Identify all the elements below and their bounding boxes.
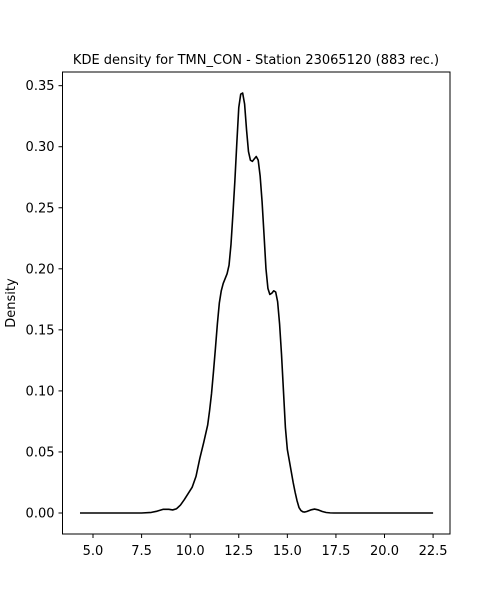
y-tick-label: 0.30 <box>26 140 55 155</box>
y-axis: 0.00 0.05 0.10 0.15 0.20 0.25 0.30 0.35 <box>26 79 63 522</box>
x-tick-label: 5.0 <box>83 544 104 559</box>
x-tick-label: 20.0 <box>370 544 399 559</box>
plot-area-frame <box>62 71 451 535</box>
y-tick-label: 0.00 <box>26 507 55 522</box>
x-axis: 5.0 7.5 10.0 12.5 15.0 17.5 20.0 22.5 <box>83 534 448 559</box>
density-curve <box>79 92 434 514</box>
y-axis-label: Density <box>4 278 19 328</box>
x-tick-label: 22.5 <box>419 544 448 559</box>
chart-title: KDE density for TMN_CON - Station 230651… <box>73 53 439 68</box>
y-tick-label: 0.20 <box>26 262 55 277</box>
y-tick-label: 0.35 <box>26 79 55 94</box>
y-tick-label: 0.25 <box>26 201 55 216</box>
x-tick-label: 12.5 <box>224 544 253 559</box>
x-tick-label: 10.0 <box>176 544 205 559</box>
x-tick-label: 15.0 <box>273 544 302 559</box>
x-tick-label: 17.5 <box>321 544 350 559</box>
y-tick-label: 0.05 <box>26 445 55 460</box>
x-tick-label: 7.5 <box>131 544 152 559</box>
y-tick-label: 0.15 <box>26 323 55 338</box>
y-tick-label: 0.10 <box>26 384 55 399</box>
